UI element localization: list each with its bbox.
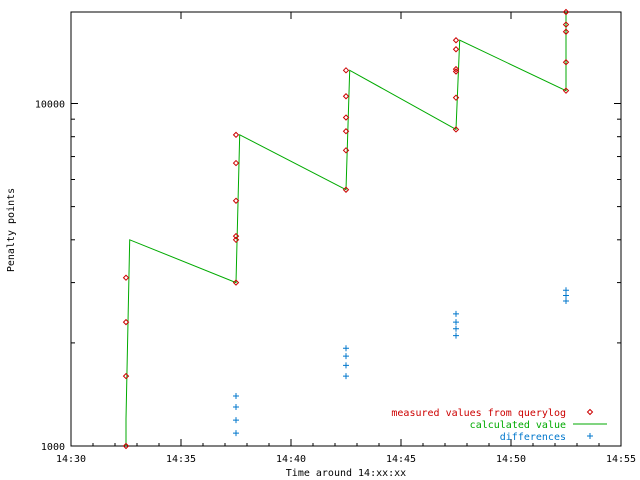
- difference-point: [233, 430, 239, 437]
- legend-plus-sample: [587, 433, 593, 439]
- difference-point: [563, 298, 569, 305]
- x-axis-ticks: 14:30 14:35 14:40 14:45 14:50 14:55: [56, 12, 636, 465]
- y-axis-ticks: 1000 10000: [35, 100, 621, 453]
- measured-point: [452, 94, 460, 101]
- legend-label: measured values from querylog: [391, 408, 566, 419]
- plot-frame: [70, 11, 622, 447]
- difference-point: [563, 287, 569, 294]
- difference-point: [233, 392, 239, 399]
- measured-point: [232, 279, 240, 286]
- measured-point: [562, 87, 570, 94]
- measured-point: [232, 131, 240, 139]
- x-tick-label: 14:45: [386, 454, 416, 465]
- difference-point: [453, 325, 459, 332]
- difference-point: [343, 353, 349, 360]
- measured-point: [452, 65, 460, 73]
- measured-point: [452, 37, 460, 44]
- x-tick-label: 14:35: [166, 454, 196, 465]
- measured-point: [232, 236, 240, 244]
- measured-point: [122, 318, 130, 326]
- measured-point: [232, 197, 240, 204]
- difference-point: [453, 310, 459, 317]
- series-0: [122, 8, 570, 450]
- series-1: [125, 12, 567, 446]
- measured-point: [562, 8, 570, 16]
- measured-point: [452, 68, 460, 75]
- measured-point: [342, 93, 350, 100]
- y-tick-label: 10000: [35, 100, 65, 111]
- plot-border: [70, 11, 622, 447]
- measured-point: [232, 159, 240, 167]
- measured-point: [562, 59, 570, 66]
- legend-label: calculated value: [470, 420, 566, 431]
- measured-point: [562, 21, 570, 28]
- legend-diamond-sample: [586, 408, 594, 416]
- y-tick-label: 1000: [41, 442, 65, 453]
- measured-point: [342, 147, 350, 154]
- measured-point: [562, 28, 570, 35]
- difference-point: [563, 292, 569, 299]
- measured-point: [122, 274, 130, 281]
- difference-point: [233, 403, 239, 410]
- series-layer: [122, 8, 570, 450]
- legend-label: differences: [500, 432, 566, 443]
- legend: measured values from querylogcalculated …: [391, 408, 607, 443]
- difference-point: [343, 373, 349, 380]
- x-tick-label: 14:30: [56, 454, 86, 465]
- x-tick-label: 14:40: [276, 454, 306, 465]
- measured-point: [342, 67, 350, 74]
- measured-point: [452, 46, 460, 53]
- series-2: [233, 287, 569, 437]
- measured-point: [232, 232, 240, 240]
- measured-point: [122, 442, 130, 450]
- measured-point: [342, 128, 350, 135]
- x-tick-label: 14:55: [606, 454, 636, 465]
- measured-point: [122, 372, 130, 380]
- measured-point: [452, 126, 460, 133]
- difference-point: [453, 332, 459, 339]
- measured-point: [342, 114, 350, 121]
- measured-point: [342, 186, 350, 193]
- x-axis-label: Time around 14:xx:xx: [286, 468, 406, 479]
- difference-point: [343, 362, 349, 369]
- difference-point: [343, 345, 349, 352]
- y-axis-label: Penalty points: [6, 188, 17, 272]
- difference-point: [233, 417, 239, 424]
- x-tick-label: 14:50: [496, 454, 526, 465]
- calculated-value-line: [125, 12, 567, 446]
- difference-point: [453, 319, 459, 326]
